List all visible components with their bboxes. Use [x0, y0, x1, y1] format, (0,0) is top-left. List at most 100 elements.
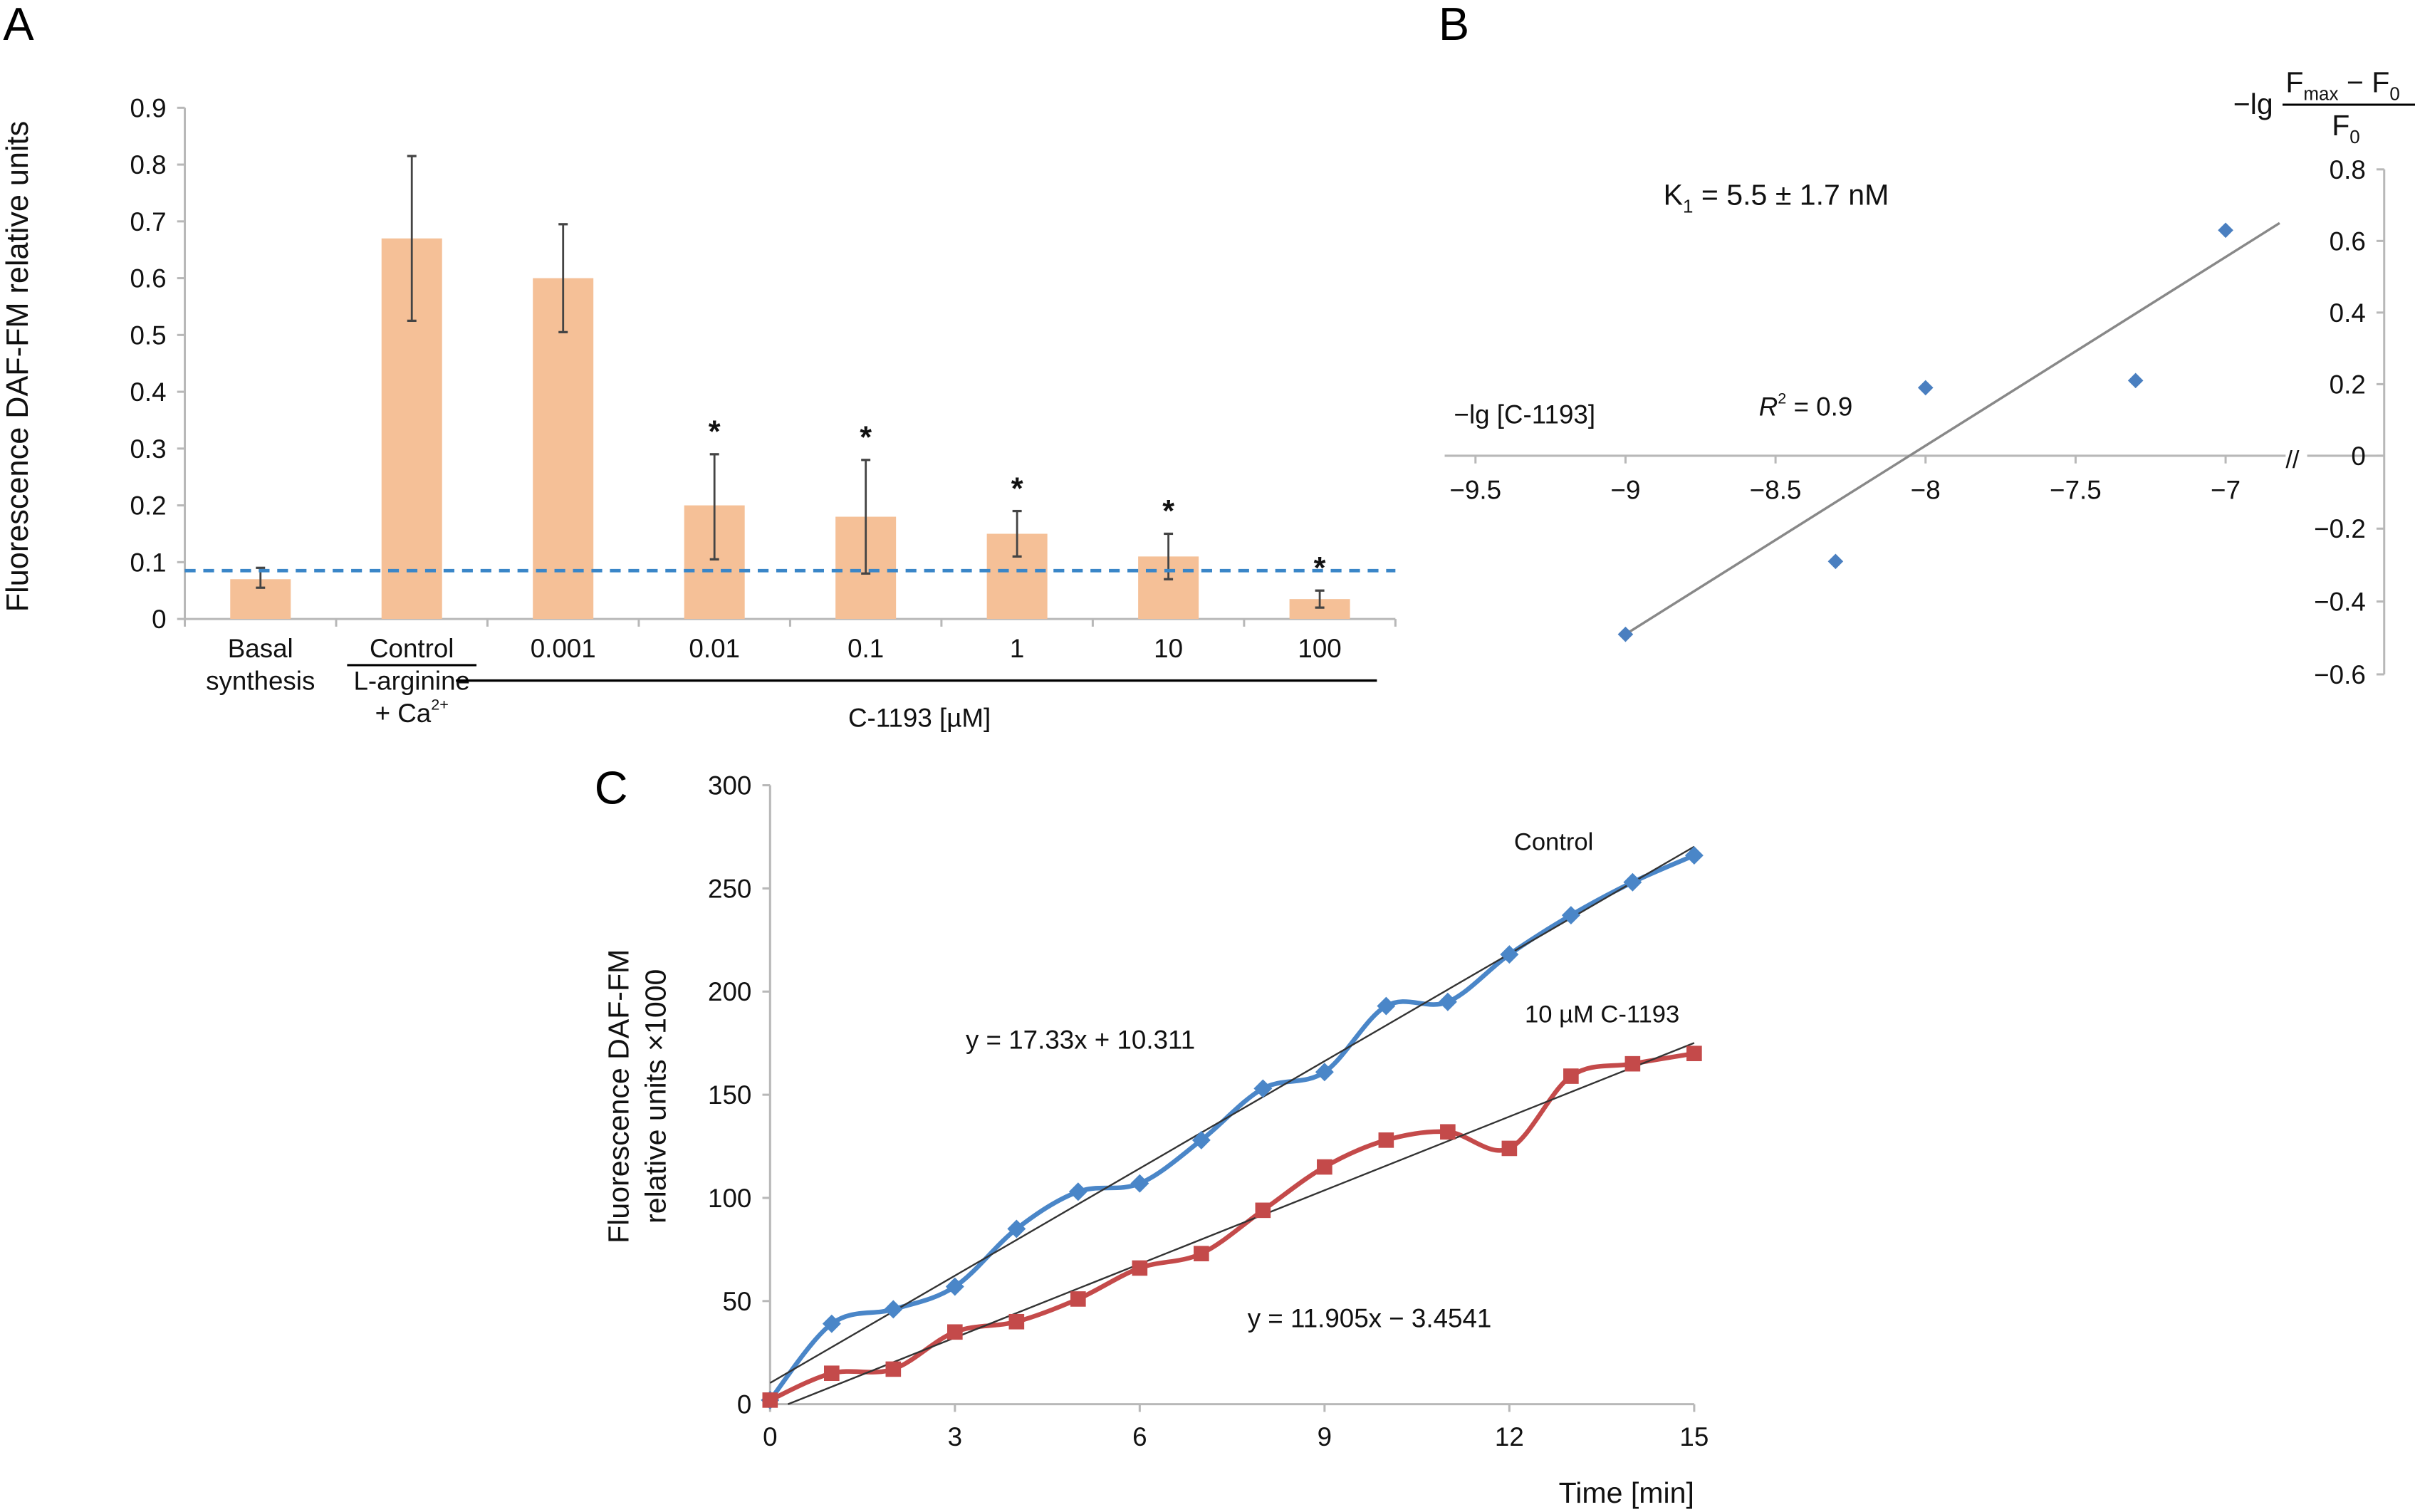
panel-c-y-tick-label: 0 — [737, 1390, 751, 1419]
panel-a-y-tick-label: 0.7 — [130, 207, 166, 236]
panel-b-y-tick-label: 0.4 — [2330, 298, 2366, 328]
num-sub-0: 0 — [2389, 85, 2399, 105]
data-point-control — [1623, 872, 1642, 892]
panel-a-category-label: 100 — [1298, 634, 1341, 663]
panel-b-x-tick-label: −8 — [1911, 475, 1941, 504]
panel-c-x-tick-label: 6 — [1132, 1422, 1147, 1451]
panel-label-a: A — [3, 0, 34, 50]
panel-a-y-tick-label: 0.2 — [130, 491, 166, 521]
panel-a-category-label: 1 — [1010, 634, 1024, 663]
panel-c-x-tick-label: 15 — [1679, 1422, 1709, 1451]
data-point-control — [1130, 1174, 1149, 1193]
r2-value: = 0.9 — [1786, 392, 1852, 422]
data-point-c1193 — [1070, 1291, 1086, 1307]
panel-c-y-tick-label: 50 — [722, 1287, 751, 1316]
data-point-control — [1068, 1182, 1087, 1201]
panel-c-x-tick-label: 0 — [763, 1422, 777, 1451]
panel-c-y-tick-label: 250 — [708, 874, 751, 903]
panel-b-scatter-chart: −9.5 −9 −8.5 −8 −7.5 −7 −0.6 −0.4 −0.2 0 0.2 0.4 0.6… — [1444, 66, 2415, 689]
panel-c-y-tick-label: 200 — [708, 977, 751, 1006]
panel-b-y-tick-label: −0.6 — [2314, 660, 2366, 689]
trendline-c1193 — [787, 1042, 1695, 1405]
r2-r: R — [1759, 392, 1778, 422]
y-label-denominator: F0 — [2332, 109, 2360, 147]
data-point-c1193 — [885, 1361, 902, 1377]
data-point-c1193 — [1563, 1068, 1579, 1084]
category-label-line: L-arginine — [353, 667, 469, 696]
legend-label-control: Control — [1514, 828, 1593, 855]
panel-a-category-label: Basal synthesis — [206, 634, 315, 695]
panel-b-ki-annotation: K1 = 5.5 ± 1.7 nM — [1664, 179, 1889, 217]
panel-c-y-tick-label: 150 — [708, 1080, 751, 1110]
panel-a-y-tick-label: 0.6 — [130, 264, 166, 293]
panel-b-y-tick-label: −0.4 — [2314, 588, 2366, 617]
panel-b-y-tick-label: 0 — [2351, 442, 2365, 471]
panel-b-x-tick-label: −7.5 — [2050, 475, 2102, 504]
panel-a-bar — [533, 278, 594, 620]
category-label-line: Basal — [228, 634, 293, 663]
num-f: F — [2285, 66, 2303, 99]
panel-c-y-tick-label: 300 — [708, 771, 751, 801]
ki-value: = 5.5 ± 1.7 nM — [1693, 179, 1889, 212]
panel-label-b: B — [1439, 0, 1469, 50]
panel-c-line-chart: Fluorescence DAF-FM relative units ×1000… — [602, 771, 1709, 1509]
panel-label-c: C — [595, 762, 628, 814]
data-point-c1193 — [1624, 1055, 1641, 1072]
panel-b-data-point — [2218, 222, 2233, 239]
panel-a-significance-marker: * — [709, 415, 721, 449]
panel-a-significance-marker: * — [860, 420, 872, 454]
panel-b-y-tick-label: 0.6 — [2330, 226, 2366, 256]
data-point-c1193 — [947, 1324, 963, 1340]
panel-a-y-tick-label: 0.8 — [130, 150, 166, 179]
panel-a-y-tick-label: 0.9 — [130, 93, 166, 122]
category-label-line: 100 — [1298, 634, 1341, 663]
series-line-control — [768, 853, 1696, 1402]
panel-b-trendline — [1624, 221, 2280, 636]
data-point-c1193 — [1132, 1260, 1148, 1276]
panel-c-x-axis-label: Time [min] — [1559, 1476, 1694, 1509]
panel-a-category-label: 0.1 — [847, 634, 884, 663]
data-point-c1193 — [1317, 1159, 1332, 1175]
data-point-c1193 — [1440, 1124, 1456, 1140]
panel-b-x-tick-label: −9.5 — [1450, 475, 1502, 504]
trend-equation-c1193: y = 11.905x − 3.4541 — [1248, 1304, 1492, 1333]
panel-a-y-tick-label: 0.4 — [130, 377, 166, 407]
trend-equation-control: y = 17.33x + 10.311 — [966, 1025, 1195, 1054]
panel-a-group-label: C-1193 [µM] — [848, 703, 991, 732]
legend-label-c1193: 10 µM C-1193 — [1525, 1001, 1679, 1028]
data-point-c1193 — [762, 1392, 778, 1408]
panel-b-y-axis-label: −lg Fmax − F0 F0 — [2233, 66, 2415, 147]
panel-b-y-tick-label: 0.2 — [2330, 370, 2366, 399]
panel-b-r2-annotation: R2 = 0.9 — [1759, 389, 1853, 421]
data-point-c1193 — [1255, 1202, 1271, 1219]
panel-a-y-tick-label: 0.1 — [130, 548, 166, 577]
category-label-line: 0.1 — [847, 634, 884, 663]
category-label-line: 0.01 — [689, 634, 740, 663]
panel-b-data-point — [1617, 626, 1634, 642]
panel-c-y-tick-label: 100 — [708, 1184, 751, 1213]
panel-c-x-tick-label: 9 — [1318, 1422, 1332, 1451]
data-point-c1193 — [1194, 1246, 1209, 1261]
panel-a-category-label: 0.001 — [531, 634, 596, 663]
panel-a-category-label: 0.01 — [689, 634, 740, 663]
data-point-c1193 — [1378, 1132, 1394, 1148]
panel-a-y-tick-label: 0.5 — [130, 320, 166, 350]
category-label-line: Control — [370, 634, 454, 663]
panel-a-significance-marker: * — [1162, 494, 1174, 528]
panel-a-significance-marker: * — [1011, 471, 1023, 506]
panel-a-y-axis-label: Fluorescence DAF-FM relative units — [1, 121, 35, 612]
panel-c-x-tick-label: 3 — [948, 1422, 962, 1451]
panel-b-x-tick-label: −9 — [1610, 475, 1640, 504]
data-point-control — [945, 1277, 964, 1296]
category-label-line: 10 — [1154, 634, 1183, 663]
panel-b-x-tick-label: −8.5 — [1750, 475, 1802, 504]
data-point-c1193 — [1008, 1313, 1025, 1330]
panel-c-x-tick-label: 12 — [1495, 1422, 1524, 1451]
y-label-numerator: Fmax − F0 — [2285, 66, 2399, 105]
den-f: F — [2332, 109, 2349, 142]
panel-b-data-point — [1827, 553, 1844, 570]
category-label-line: synthesis — [206, 667, 315, 696]
panel-b-data-point — [1917, 380, 1934, 396]
